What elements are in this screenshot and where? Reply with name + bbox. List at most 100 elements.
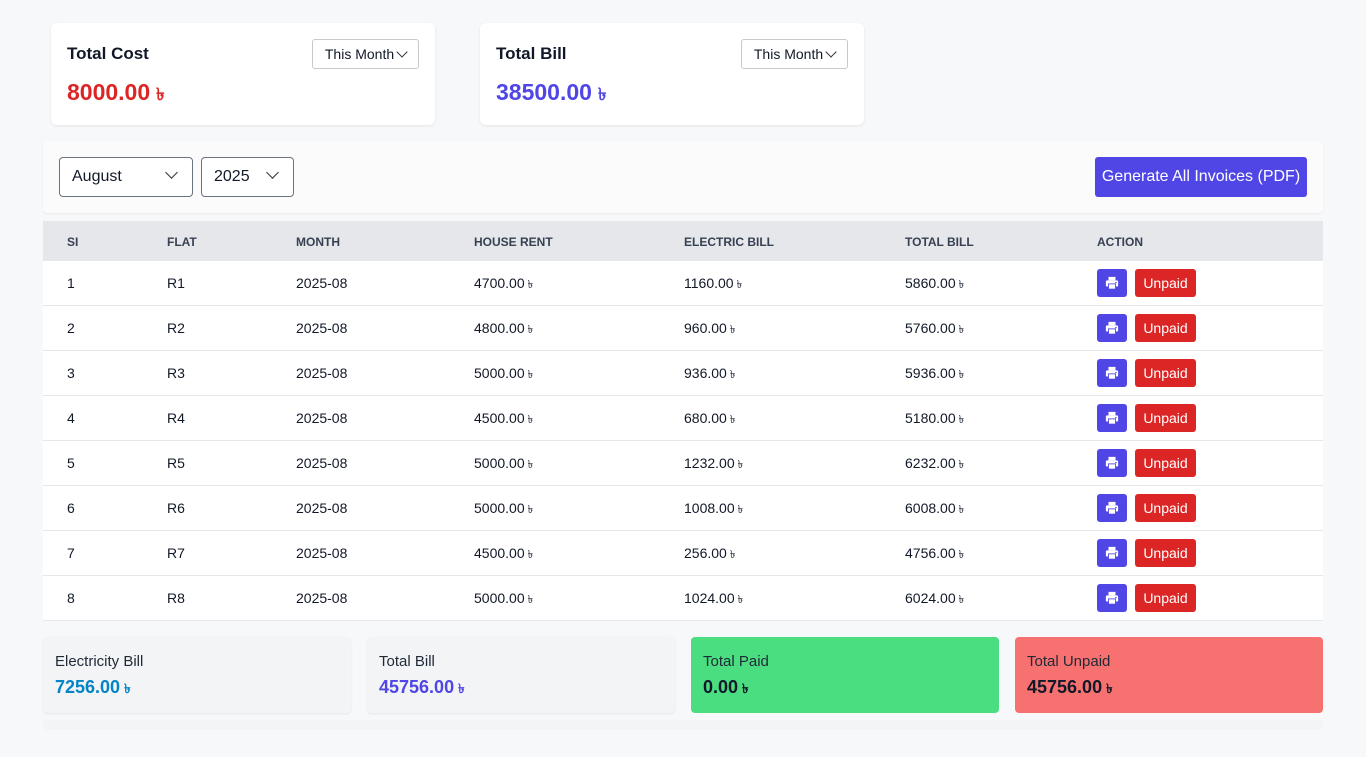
currency-symbol: ৳ — [958, 504, 965, 516]
print-invoice-button[interactable] — [1097, 539, 1127, 567]
bill-period-select[interactable]: This Month — [741, 39, 848, 69]
cell-month: 2025-08 — [296, 410, 348, 426]
print-invoice-button[interactable] — [1097, 494, 1127, 522]
cell-si: 1 — [67, 275, 75, 291]
cell-total-bill: 5860.00 ৳ — [905, 275, 964, 295]
table-row: 2 R2 2025-08 4800.00 ৳ 960.00 ৳ 5760.00 ৳ Unpaid — [43, 306, 1323, 351]
generate-all-invoices-button[interactable]: Generate All Invoices (PDF) — [1095, 157, 1307, 197]
currency-symbol: ৳ — [736, 279, 743, 291]
cell-house-rent: 5000.00 ৳ — [474, 590, 533, 610]
total-amount: 6232.00 — [905, 455, 956, 471]
rent-amount: 5000.00 — [474, 500, 525, 516]
summary-value: 0.00 ৳ — [703, 677, 749, 701]
total-cost-value: 8000.00 — [67, 79, 151, 105]
cell-house-rent: 4500.00 ৳ — [474, 410, 533, 430]
cell-si: 6 — [67, 500, 75, 516]
unpaid-status-button[interactable]: Unpaid — [1135, 314, 1196, 342]
currency-symbol: ৳ — [527, 549, 534, 561]
rent-amount: 5000.00 — [474, 365, 525, 381]
total-amount: 4756.00 — [905, 545, 956, 561]
print-invoice-button[interactable] — [1097, 404, 1127, 432]
currency-symbol: ৳ — [958, 459, 965, 471]
panel-footer — [43, 720, 1323, 730]
unpaid-status-button[interactable]: Unpaid — [1135, 584, 1196, 612]
currency-symbol: ৳ — [958, 279, 965, 291]
cost-period-select[interactable]: This Month — [312, 39, 419, 69]
total-cost-amount: 8000.00 ৳ — [67, 79, 165, 110]
cell-electric-bill: 1024.00 ৳ — [684, 590, 743, 610]
currency-symbol: ৳ — [527, 369, 534, 381]
unpaid-status-button[interactable]: Unpaid — [1135, 269, 1196, 297]
electric-amount: 936.00 — [684, 365, 727, 381]
cell-house-rent: 5000.00 ৳ — [474, 365, 533, 385]
cell-house-rent: 4500.00 ৳ — [474, 545, 533, 565]
unpaid-status-button[interactable]: Unpaid — [1135, 494, 1196, 522]
unpaid-status-button[interactable]: Unpaid — [1135, 359, 1196, 387]
electric-amount: 1160.00 — [684, 275, 734, 291]
summary-label: Electricity Bill — [55, 653, 144, 670]
chevron-down-icon — [266, 166, 279, 179]
cell-flat: R7 — [167, 545, 185, 561]
currency-symbol: ৳ — [742, 681, 749, 696]
header-action: ACTION — [1097, 235, 1143, 249]
unpaid-status-button[interactable]: Unpaid — [1135, 539, 1196, 567]
printer-icon — [1105, 321, 1119, 335]
currency-symbol: ৳ — [737, 459, 744, 471]
cell-flat: R8 — [167, 590, 185, 606]
year-select[interactable]: 2025 — [201, 157, 294, 197]
electric-amount: 1024.00 — [684, 590, 735, 606]
cell-month: 2025-08 — [296, 365, 348, 381]
header-house-rent: HOUSE RENT — [474, 235, 553, 249]
table-row: 4 R4 2025-08 4500.00 ৳ 680.00 ৳ 5180.00 ৳ Unpaid — [43, 396, 1323, 441]
rent-amount: 5000.00 — [474, 455, 525, 471]
rent-amount: 4800.00 — [474, 320, 525, 336]
currency-symbol: ৳ — [729, 414, 736, 426]
cell-month: 2025-08 — [296, 590, 348, 606]
month-select[interactable]: August — [59, 157, 193, 197]
table-row: 5 R5 2025-08 5000.00 ৳ 1232.00 ৳ 6232.00 ৳ Unpaid — [43, 441, 1323, 486]
currency-symbol: ৳ — [527, 594, 534, 606]
print-invoice-button[interactable] — [1097, 314, 1127, 342]
cell-electric-bill: 1232.00 ৳ — [684, 455, 743, 475]
currency-symbol: ৳ — [124, 681, 131, 696]
cell-month: 2025-08 — [296, 275, 348, 291]
currency-symbol: ৳ — [458, 681, 465, 696]
currency-symbol: ৳ — [958, 414, 965, 426]
cell-flat: R2 — [167, 320, 185, 336]
unpaid-status-button[interactable]: Unpaid — [1135, 449, 1196, 477]
summary-value: 7256.00 ৳ — [55, 677, 131, 701]
unpaid-status-button[interactable]: Unpaid — [1135, 404, 1196, 432]
cell-total-bill: 5760.00 ৳ — [905, 320, 964, 340]
currency-symbol: ৳ — [729, 549, 736, 561]
print-invoice-button[interactable] — [1097, 449, 1127, 477]
month-select-value: August — [72, 168, 122, 185]
currency-symbol: ৳ — [958, 594, 965, 606]
print-invoice-button[interactable] — [1097, 269, 1127, 297]
currency-symbol: ৳ — [729, 369, 736, 381]
cell-electric-bill: 680.00 ৳ — [684, 410, 735, 430]
cell-electric-bill: 960.00 ৳ — [684, 320, 735, 340]
cell-si: 5 — [67, 455, 75, 471]
cell-total-bill: 5936.00 ৳ — [905, 365, 964, 385]
cell-month: 2025-08 — [296, 320, 348, 336]
print-invoice-button[interactable] — [1097, 359, 1127, 387]
rent-amount: 4500.00 — [474, 545, 525, 561]
cell-house-rent: 4700.00 ৳ — [474, 275, 533, 295]
cell-house-rent: 5000.00 ৳ — [474, 500, 533, 520]
print-invoice-button[interactable] — [1097, 584, 1127, 612]
header-month: MONTH — [296, 235, 340, 249]
cell-total-bill: 6008.00 ৳ — [905, 500, 964, 520]
cell-flat: R6 — [167, 500, 185, 516]
total-paid-summary: Total Paid 0.00 ৳ — [691, 637, 999, 713]
total-amount: 5936.00 — [905, 365, 956, 381]
cell-flat: R5 — [167, 455, 185, 471]
total-bill-value: 38500.00 — [496, 79, 592, 105]
cell-electric-bill: 936.00 ৳ — [684, 365, 735, 385]
summary-amount: 0.00 — [703, 677, 739, 697]
header-flat: FLAT — [167, 235, 197, 249]
bills-table: SI FLAT MONTH HOUSE RENT ELECTRIC BILL T… — [43, 221, 1323, 621]
currency-symbol: ৳ — [737, 594, 744, 606]
total-bill-card: Total Bill This Month 38500.00 ৳ — [480, 23, 864, 125]
electricity-bill-summary: Electricity Bill 7256.00 ৳ — [43, 637, 351, 713]
cell-si: 7 — [67, 545, 75, 561]
